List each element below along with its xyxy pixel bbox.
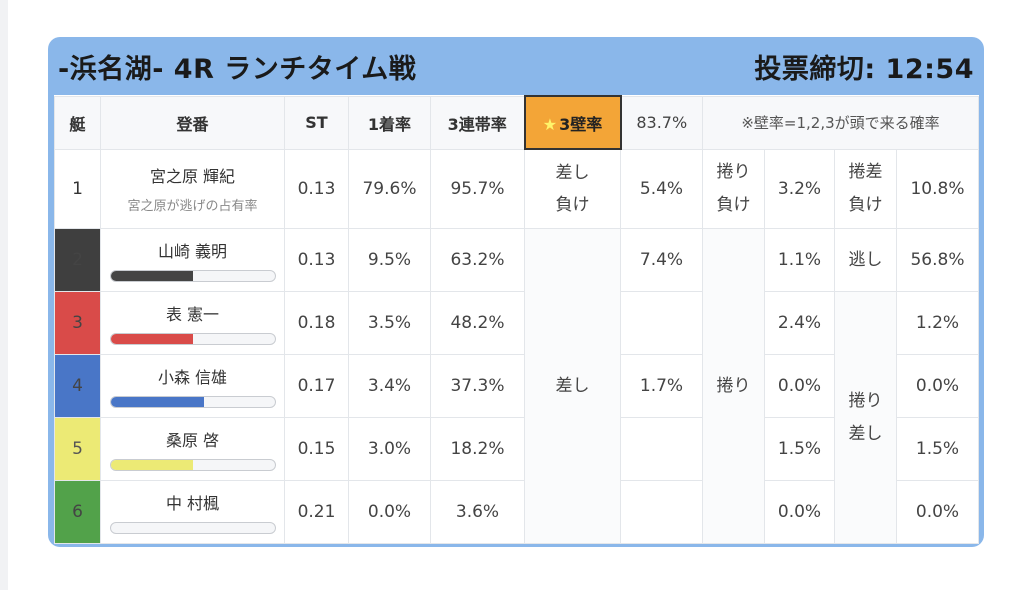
vote-deadline: 投票締切: 12:54 (754, 53, 974, 85)
sashi-value (620, 417, 703, 481)
racer-cell: 山崎 義明 (100, 228, 285, 292)
makurizashi-label: 捲り 差し (834, 291, 897, 544)
racer-name[interactable]: 中 村楓 (165, 494, 220, 513)
makuri-make-label: 捲り 負け (702, 148, 765, 229)
card-header: -浜名湖- 4R ランチタイム戦 投票締切: 12:54 (54, 37, 978, 95)
makuri-make-value: 3.2% (764, 148, 835, 229)
table-row: 5 桑原 啓 0.15 3.0% 18.2% 1.5% 1.5% (54, 417, 979, 481)
st-value: 0.13 (284, 148, 349, 229)
racer-cell: 中 村楓 (100, 480, 285, 544)
first-rate-value: 9.5% (348, 228, 431, 292)
top3-rate-value: 3.6% (430, 480, 525, 544)
col-name: 登番 (100, 95, 285, 150)
racer-name[interactable]: 表 憲一 (165, 305, 220, 324)
racer-cell: 宮之原 輝紀 宮之原が逃げの占有率 (100, 148, 285, 229)
sashi-value (620, 291, 703, 355)
racer-table: 艇 登番 ST 1着率 3連帯率 ★ 3壁率 83.7% ※壁率=1,2,3が頭で… (54, 95, 979, 544)
sashi-value: 7.4% (620, 228, 703, 292)
first-rate-value: 3.4% (348, 354, 431, 418)
rating-bar (109, 522, 276, 534)
top3-rate-value: 37.3% (430, 354, 525, 418)
waku-6: 6 (54, 480, 101, 544)
makurizashi-make-label: 捲差 負け (834, 148, 897, 229)
col-first-rate: 1着率 (348, 95, 431, 150)
table-row: 4 小森 信雄 0.17 3.4% 37.3% 1.7% 0.0% 0.0% (54, 354, 979, 418)
racer-name[interactable]: 桑原 啓 (165, 431, 220, 450)
race-title: -浜名湖- 4R ランチタイム戦 (58, 53, 417, 85)
st-value: 0.17 (284, 354, 349, 418)
sashi-value (620, 480, 703, 544)
sashi-label: 差し (524, 228, 621, 544)
st-value: 0.13 (284, 228, 349, 292)
st-value: 0.15 (284, 417, 349, 481)
makurizashi-value: 1.2% (896, 291, 979, 355)
makurizashi-value: 1.5% (896, 417, 979, 481)
waku-2: 2 (54, 228, 101, 292)
left-edge-strip (0, 0, 8, 590)
first-rate-value: 3.5% (348, 291, 431, 355)
col-waku: 艇 (54, 95, 101, 150)
nige-value: 56.8% (896, 228, 979, 292)
first-rate-value: 0.0% (348, 480, 431, 544)
table-row: 6 中 村楓 0.21 0.0% 3.6% 0.0% 0.0% (54, 480, 979, 544)
racer-cell: 桑原 啓 (100, 417, 285, 481)
table-row: 3 表 憲一 0.18 3.5% 48.2% 2.4% 捲り 差し 1.2% (54, 291, 979, 544)
table-row: 2 山崎 義明 0.13 9.5% 63.2% 差し 7.4% 捲り 1.1% … (54, 228, 979, 544)
rating-bar-fill (110, 271, 193, 281)
top3-rate-value: 18.2% (430, 417, 525, 481)
sashi-make-label: 差し 負け (524, 148, 621, 229)
makuri-value: 1.1% (764, 228, 835, 292)
waku-3: 3 (54, 291, 101, 355)
makuri-value: 0.0% (764, 480, 835, 544)
makuri-value: 0.0% (764, 354, 835, 418)
table-row: 1 宮之原 輝紀 宮之原が逃げの占有率 0.13 79.6% 95.7% 差し … (54, 148, 979, 229)
escape-share-note: 宮之原が逃げの占有率 (127, 199, 258, 215)
makurizashi-make-value: 10.8% (896, 148, 979, 229)
racer-cell: 表 憲一 (100, 291, 285, 355)
st-value: 0.18 (284, 291, 349, 355)
first-rate-value: 79.6% (348, 148, 431, 229)
racer-name[interactable]: 宮之原 輝紀 (149, 167, 236, 187)
wall-rate-button[interactable]: ★ 3壁率 (523, 95, 622, 150)
makuri-label: 捲り (702, 228, 765, 544)
wall-rate-label: 3壁率 (559, 114, 603, 134)
race-card: -浜名湖- 4R ランチタイム戦 投票締切: 12:54 艇 登番 ST 1着率… (48, 37, 984, 547)
sashi-make-value: 5.4% (620, 148, 703, 229)
sashi-value: 1.7% (620, 354, 703, 418)
top3-rate-value: 95.7% (430, 148, 525, 229)
top3-rate-value: 48.2% (430, 291, 525, 355)
makurizashi-value: 0.0% (896, 354, 979, 418)
rating-bar-fill (110, 460, 193, 470)
rating-bar (109, 333, 276, 345)
st-value: 0.21 (284, 480, 349, 544)
rating-bar (109, 396, 276, 408)
rating-bar (109, 270, 276, 282)
top3-rate-value: 63.2% (430, 228, 525, 292)
makuri-value: 2.4% (764, 291, 835, 355)
waku-5: 5 (54, 417, 101, 481)
wall-rate-note: ※壁率=1,2,3が頭で来る確率 (702, 95, 979, 150)
rating-bar (109, 459, 276, 471)
col-top3-rate: 3連帯率 (430, 95, 525, 150)
header-row: 艇 登番 ST 1着率 3連帯率 ★ 3壁率 83.7% ※壁率=1,2,3が頭で… (54, 95, 979, 150)
nige-label: 逃し (834, 228, 897, 292)
waku-4: 4 (54, 354, 101, 418)
first-rate-value: 3.0% (348, 417, 431, 481)
racer-name[interactable]: 山崎 義明 (157, 242, 228, 261)
makuri-value: 1.5% (764, 417, 835, 481)
wall-rate-value: 83.7% (620, 95, 703, 150)
rating-bar-fill (110, 334, 193, 344)
waku-1: 1 (54, 148, 101, 229)
star-icon: ★ (542, 114, 558, 134)
rating-bar-fill (110, 397, 204, 407)
racer-name[interactable]: 小森 信雄 (157, 368, 228, 387)
racer-cell: 小森 信雄 (100, 354, 285, 418)
col-st: ST (284, 95, 349, 150)
makurizashi-value: 0.0% (896, 480, 979, 544)
